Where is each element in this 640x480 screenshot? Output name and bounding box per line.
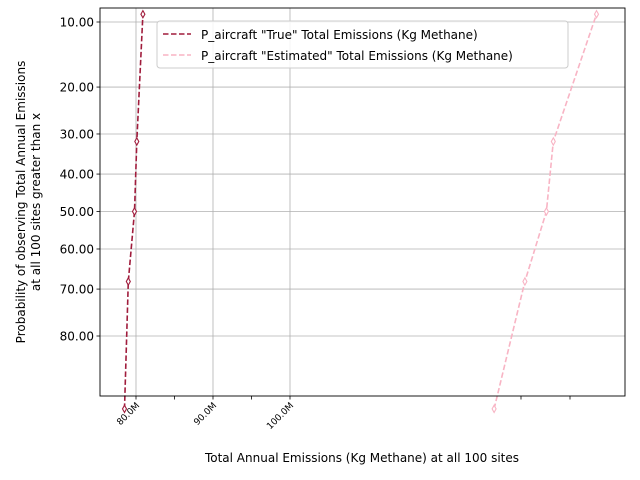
y-tick-label: 20.00 [60,81,94,95]
y-axis-label-line-1: Probability of observing Total Annual Em… [14,61,28,344]
x-axis-label: Total Annual Emissions (Kg Methane) at a… [204,451,519,465]
series-true-marker [125,276,131,287]
series-estimated-marker [522,276,528,287]
y-tick-label: 40.00 [60,168,94,182]
series-true-marker [121,404,128,414]
series-estimated-marker [550,136,556,147]
series-true-line [123,14,144,409]
series-estimated-marker [543,206,550,217]
series-true-marker [140,9,146,19]
legend-label-estimated: P_aircraft "Estimated" Total Emissions (… [201,49,513,63]
y-tick-label: 30.00 [60,127,94,141]
series-estimated-marker [491,404,497,414]
plot-frame [99,7,626,397]
y-tick-label: 50.00 [60,205,94,219]
legend: P_aircraft "True" Total Emissions (Kg Me… [156,20,569,69]
series-layer [121,9,600,414]
y-tick-label: 70.00 [60,283,94,297]
y-tick-label: 60.00 [60,242,94,256]
legend-frame [156,20,569,69]
series-estimated-marker [593,9,600,19]
series-true-marker [131,206,138,217]
y-axis: 10.00 20.00 30.00 40.00 50.00 60.00 70.00 80.00 [60,16,100,344]
grid-lines [100,8,625,396]
y-tick-label: 10.00 [60,16,94,30]
y-tick-label: 80.00 [60,330,94,344]
series-true-marker [134,136,140,147]
y-axis-label-line-2: at all 100 sites greater than x [29,113,43,291]
legend-label-true: P_aircraft "True" Total Emissions (Kg Me… [201,28,478,42]
